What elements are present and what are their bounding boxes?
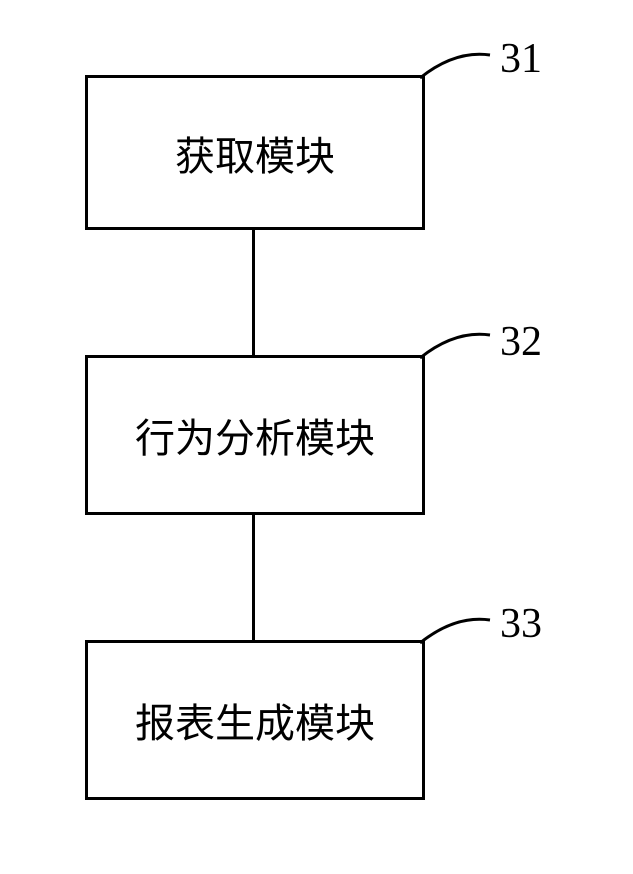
leader-line-33 <box>0 0 633 874</box>
diagram-canvas: 获取模块 31 行为分析模块 32 报表生成模块 33 <box>0 0 633 874</box>
node-number-33: 33 <box>500 600 542 648</box>
